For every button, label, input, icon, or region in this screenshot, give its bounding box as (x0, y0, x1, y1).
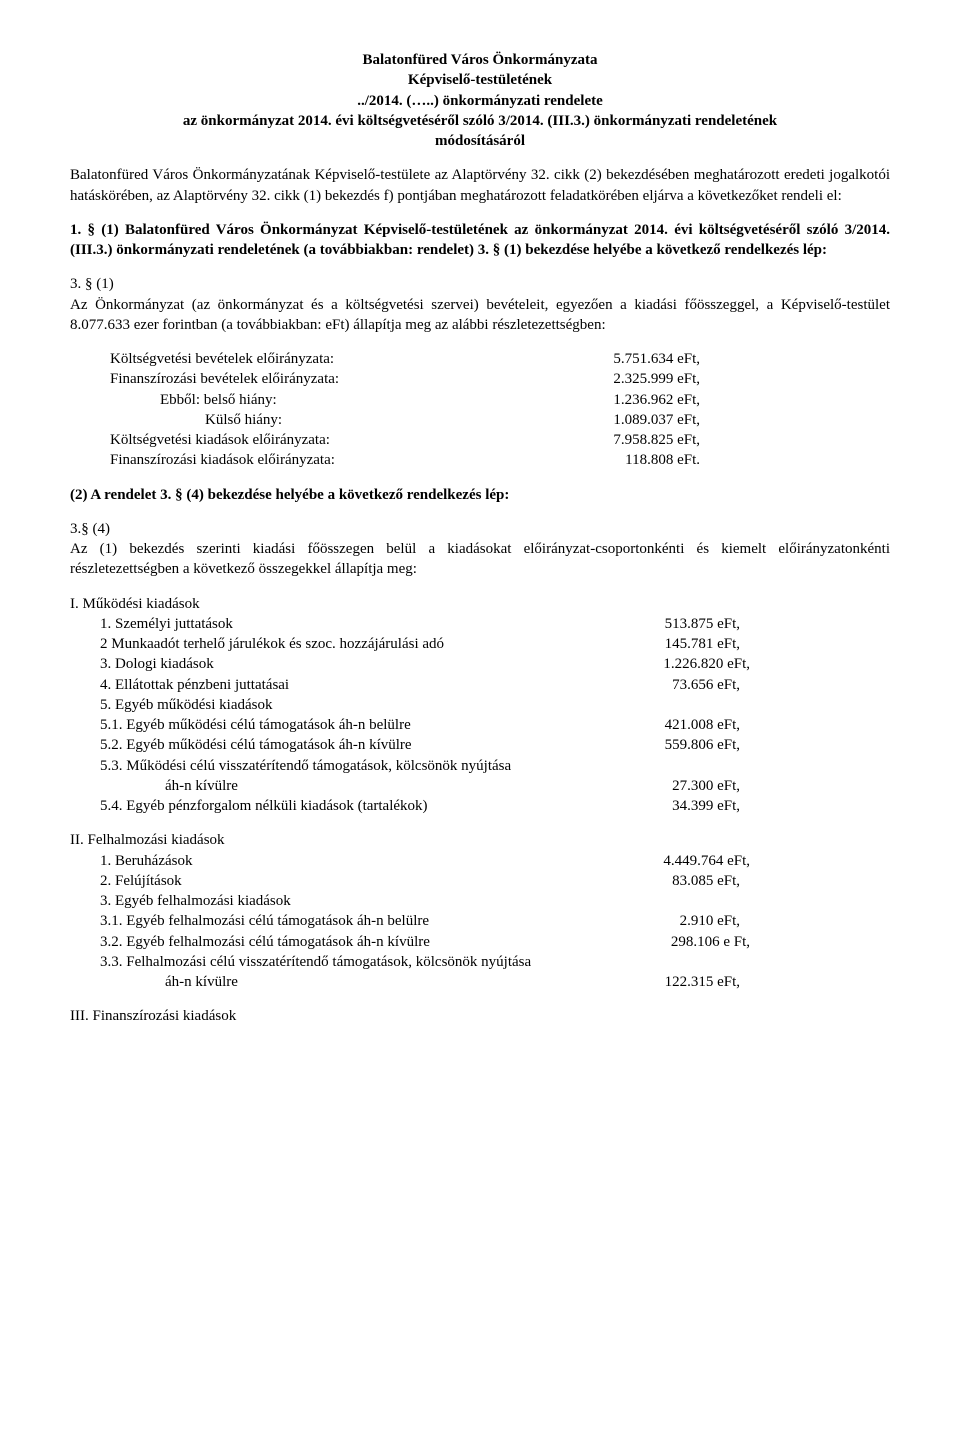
b1-row-2: Ebből: belső hiány: 1.236.962 eFt, (110, 390, 890, 410)
s2-row-3: 3.1. Egyéb felhalmozási célú támogatások… (70, 911, 890, 931)
b1-value-3: 1.089.037 eFt, (613, 410, 890, 430)
s2-value-4: 298.106 e Ft, (671, 932, 890, 952)
header-line5: módosításáról (70, 131, 890, 151)
s1-row-7: 5.3. Működési célú visszatérítendő támog… (70, 756, 890, 776)
s2-label-4: 3.2. Egyéb felhalmozási célú támogatások… (100, 932, 430, 952)
s1-row-9: 5.4. Egyéb pénzforgalom nélküli kiadások… (70, 796, 890, 816)
s2-label-5: 3.3. Felhalmozási célú visszatérítendő t… (100, 952, 531, 972)
intro-paragraph-2: 1. § (1) Balatonfüred Város Önkormányzat… (70, 220, 890, 261)
b1-row-0: Költségvetési bevételek előirányzata: 5.… (110, 349, 890, 369)
s1-value-6: 559.806 eFt, (665, 735, 890, 755)
section-3-title: III. Finanszírozási kiadások (70, 1006, 890, 1026)
s1-value-1: 145.781 eFt, (665, 634, 890, 654)
header-line1: Balatonfüred Város Önkormányzata (70, 50, 890, 70)
s2-row-0: 1. Beruházások 4.449.764 eFt, (70, 851, 890, 871)
s1-row-1: 2 Munkaadót terhelő járulékok és szoc. h… (70, 634, 890, 654)
s2-row-2: 3. Egyéb felhalmozási kiadások (70, 891, 890, 911)
s2-value-1: 83.085 eFt, (672, 871, 890, 891)
b1-row-4: Költségvetési kiadások előirányzata: 7.9… (110, 430, 890, 450)
s1-label-5: 5.1. Egyéb működési célú támogatások áh-… (100, 715, 411, 735)
s1-row-2: 3. Dologi kiadások 1.226.820 eFt, (70, 654, 890, 674)
s2-label-3: 3.1. Egyéb felhalmozási célú támogatások… (100, 911, 429, 931)
b1-label-3: Külső hiány: (205, 410, 282, 430)
header-line4: az önkormányzat 2014. évi költségvetésér… (70, 111, 890, 131)
budget-block-1: Költségvetési bevételek előirányzata: 5.… (70, 349, 890, 471)
b1-value-1: 2.325.999 eFt, (613, 369, 890, 389)
s2-row-1: 2. Felújítások 83.085 eFt, (70, 871, 890, 891)
section-2-rows: 1. Beruházások 4.449.764 eFt, 2. Felújít… (70, 851, 890, 993)
s1-label-9: 5.4. Egyéb pénzforgalom nélküli kiadások… (100, 796, 428, 816)
s1-row-4: 5. Egyéb működési kiadások (70, 695, 890, 715)
section-1-title: I. Működési kiadások (70, 594, 890, 614)
s1-label-6: 5.2. Egyéb működési célú támogatások áh-… (100, 735, 412, 755)
s1-row-6: 5.2. Egyéb működési célú támogatások áh-… (70, 735, 890, 755)
s1-label-7: 5.3. Működési célú visszatérítendő támog… (100, 756, 511, 776)
s1-label-8: áh-n kívülre (165, 776, 238, 796)
mid-paragraph-2: 3.§ (4) Az (1) bekezdés szerinti kiadási… (70, 519, 890, 580)
s2-label-0: 1. Beruházások (100, 851, 192, 871)
b1-row-1: Finanszírozási bevételek előirányzata: 2… (110, 369, 890, 389)
s1-value-0: 513.875 eFt, (665, 614, 890, 634)
s1-label-1: 2 Munkaadót terhelő járulékok és szoc. h… (100, 634, 444, 654)
b1-label-4: Költségvetési kiadások előirányzata: (110, 430, 330, 450)
s1-row-8: áh-n kívülre 27.300 eFt, (70, 776, 890, 796)
s2-row-4: 3.2. Egyéb felhalmozási célú támogatások… (70, 932, 890, 952)
s1-row-5: 5.1. Egyéb működési célú támogatások áh-… (70, 715, 890, 735)
b1-row-5: Finanszírozási kiadások előirányzata: 11… (110, 450, 890, 470)
s2-value-0: 4.449.764 eFt, (663, 851, 890, 871)
s1-value-5: 421.008 eFt, (665, 715, 890, 735)
s1-value-8: 27.300 eFt, (672, 776, 890, 796)
header-line2: Képviselő-testületének (70, 70, 890, 90)
s1-label-4: 5. Egyéb működési kiadások (100, 695, 272, 715)
s2-value-6: 122.315 eFt, (665, 972, 890, 992)
section-1-rows: 1. Személyi juttatások 513.875 eFt, 2 Mu… (70, 614, 890, 817)
s1-value-3: 73.656 eFt, (672, 675, 890, 695)
b1-value-4: 7.958.825 eFt, (613, 430, 890, 450)
intro-p3-lead: 3. § (1) (70, 274, 890, 294)
header-line3: ../2014. (…..) önkormányzati rendelete (70, 91, 890, 111)
s1-value-2: 1.226.820 eFt, (663, 654, 890, 674)
s2-value-3: 2.910 eFt, (680, 911, 890, 931)
intro-paragraph-1: Balatonfüred Város Önkormányzatának Képv… (70, 165, 890, 206)
s1-row-3: 4. Ellátottak pénzbeni juttatásai 73.656… (70, 675, 890, 695)
s2-label-2: 3. Egyéb felhalmozási kiadások (100, 891, 291, 911)
s1-label-0: 1. Személyi juttatások (100, 614, 233, 634)
mid-p2-lead: 3.§ (4) (70, 519, 890, 539)
b1-value-2: 1.236.962 eFt, (613, 390, 890, 410)
b1-row-3: Külső hiány: 1.089.037 eFt, (110, 410, 890, 430)
s1-label-3: 4. Ellátottak pénzbeni juttatásai (100, 675, 289, 695)
b1-label-0: Költségvetési bevételek előirányzata: (110, 349, 334, 369)
s2-label-1: 2. Felújítások (100, 871, 182, 891)
s1-value-9: 34.399 eFt, (672, 796, 890, 816)
s1-label-2: 3. Dologi kiadások (100, 654, 214, 674)
b1-value-0: 5.751.634 eFt, (613, 349, 890, 369)
intro-paragraph-3: 3. § (1) Az Önkormányzat (az önkormányza… (70, 274, 890, 335)
b1-value-5: 118.808 eFt. (625, 450, 890, 470)
intro-p3-body: Az Önkormányzat (az önkormányzat és a kö… (70, 295, 890, 336)
mid-p2-body: Az (1) bekezdés szerinti kiadási főössze… (70, 539, 890, 580)
s2-label-6: áh-n kívülre (165, 972, 238, 992)
b1-label-2: Ebből: belső hiány: (160, 390, 277, 410)
mid-paragraph-1: (2) A rendelet 3. § (4) bekezdése helyéb… (70, 485, 890, 505)
s1-row-0: 1. Személyi juttatások 513.875 eFt, (70, 614, 890, 634)
s2-row-6: áh-n kívülre 122.315 eFt, (70, 972, 890, 992)
b1-label-5: Finanszírozási kiadások előirányzata: (110, 450, 335, 470)
s2-row-5: 3.3. Felhalmozási célú visszatérítendő t… (70, 952, 890, 972)
b1-label-1: Finanszírozási bevételek előirányzata: (110, 369, 339, 389)
section-2-title: II. Felhalmozási kiadások (70, 830, 890, 850)
